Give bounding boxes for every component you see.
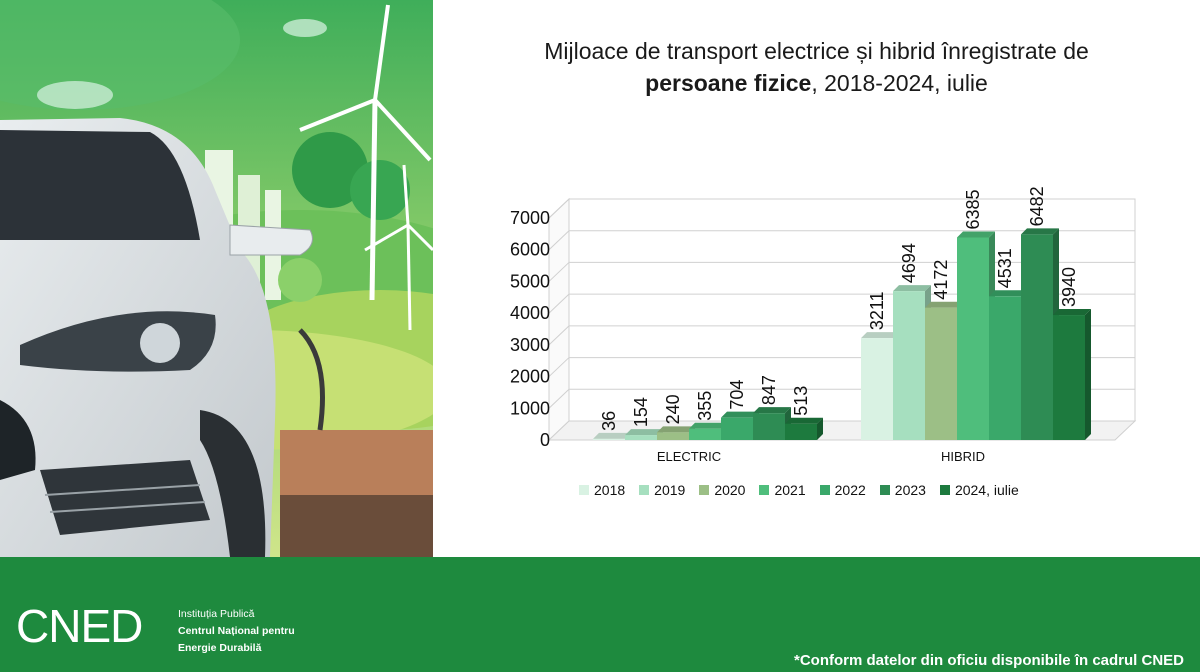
bar-hibrid-2020 [925, 307, 957, 440]
legend-label: 2022 [834, 482, 866, 498]
bar-top [925, 301, 963, 308]
gridline-side [548, 198, 570, 219]
y-tick-label: 6000 [510, 240, 550, 260]
source-note: *Conform datelor din oficiu disponibile … [793, 652, 1184, 669]
data-label: 4172 [931, 260, 951, 300]
footer-bar: CNED Instituția Publică Centrul Național… [0, 557, 1200, 672]
bar-top [957, 231, 995, 238]
data-label: 513 [791, 386, 811, 416]
y-tick-label: 4000 [510, 303, 550, 323]
data-label: 355 [695, 391, 715, 421]
bar-electric-2022 [721, 417, 753, 440]
gridline-side [548, 230, 570, 251]
logo-text: CNED [16, 602, 142, 652]
legend-swatch [939, 485, 950, 495]
bar-top [689, 422, 727, 429]
gridline-side [548, 325, 570, 346]
bar-side [1085, 309, 1091, 440]
chart-legend: 2018 2019 2020 2021 2022 2023 2024, iuli… [579, 482, 1019, 498]
ev-car-illustration [0, 0, 433, 557]
bar-side [817, 417, 823, 440]
y-tick-label: 0 [540, 430, 550, 450]
category-label-electric: ELECTRIC [657, 449, 721, 464]
legend-label: 2019 [654, 482, 686, 498]
gridline-side [548, 262, 570, 282]
legend-swatch [759, 485, 770, 495]
bar-top [1053, 309, 1091, 316]
category-label-hibrid: HIBRID [941, 449, 985, 464]
gridline-side [548, 357, 570, 377]
legend-label: 2021 [774, 482, 806, 498]
legend-item: 2024, iulie [939, 482, 1019, 498]
bar-top [721, 411, 759, 418]
gridline-side [548, 293, 570, 314]
bar-hibrid-2024 [1053, 315, 1085, 440]
institution-line1: Instituția Publică [178, 608, 255, 620]
bar-top [989, 290, 1027, 297]
bar-top [1021, 228, 1059, 235]
legend-item: 2019 [639, 482, 685, 498]
bar-top [657, 426, 695, 433]
bar-hibrid-2022 [989, 296, 1021, 440]
data-label: 6385 [963, 189, 983, 229]
y-tick-label: 3000 [510, 335, 550, 355]
legend-label: 2023 [894, 482, 926, 498]
y-tick-label: 5000 [510, 271, 550, 291]
legend-label: 2020 [714, 482, 746, 498]
y-tick-label: 7000 [510, 208, 550, 228]
legend-swatch [579, 485, 589, 495]
chart-title-rest: , 2018-2024, iulie [811, 70, 988, 96]
chart-title-line1: Mijloace de transport electrice și hibri… [544, 38, 1089, 64]
bar-hibrid-2019 [893, 291, 925, 440]
legend-swatch [699, 485, 710, 495]
side-wall [548, 197, 570, 442]
legend-item: 2020 [699, 482, 745, 498]
bar-top [861, 332, 899, 339]
bar-chart: 0 1000 2000 3000 4000 5000 6000 7000 36 154 240 35… [510, 186, 1137, 464]
legend-swatch [639, 485, 650, 495]
cned-logo: CNED [16, 602, 143, 652]
bar-top [753, 407, 791, 414]
institution-line2: Centrul Național pentru [178, 625, 295, 637]
legend-label: 2024, iulie [954, 482, 1019, 498]
bar-top [625, 429, 663, 436]
y-tick-label: 2000 [510, 367, 550, 387]
bar-hibrid-2023 [1021, 234, 1053, 440]
legend-swatch [819, 485, 830, 495]
data-label: 240 [663, 394, 683, 424]
bar-electric-2021 [689, 428, 721, 440]
data-label: 154 [631, 397, 651, 427]
data-label: 4531 [995, 248, 1015, 288]
institution-line3: Energie Durabilă [178, 642, 262, 654]
bar-electric-2019 [625, 435, 657, 440]
y-tick-label: 1000 [510, 398, 550, 418]
data-label: 4694 [899, 243, 919, 283]
legend-item: 2022 [819, 482, 866, 498]
legend-item: 2021 [759, 482, 806, 498]
bar-top [893, 285, 931, 292]
gridline-side [548, 388, 570, 409]
data-label: 704 [727, 380, 747, 410]
legend-swatch [879, 485, 890, 495]
bar-electric-2023 [753, 413, 785, 440]
bar-electric-2018 [593, 438, 625, 440]
hero-photo [0, 0, 433, 557]
bar-top [785, 417, 823, 424]
legend-item: 2018 [579, 482, 625, 498]
data-label: 36 [599, 411, 619, 431]
bar-hibrid-2018 [861, 338, 893, 440]
data-label: 847 [759, 375, 779, 405]
legend-label: 2018 [594, 482, 626, 498]
bar-hibrid-2021 [957, 237, 989, 440]
bar-top [593, 432, 631, 439]
bar-electric-2024 [785, 423, 817, 440]
legend-item: 2023 [879, 482, 926, 498]
bar-electric-2020 [657, 432, 689, 440]
chart-title-line2: persoane fizice, 2018-2024, iulie [433, 70, 1200, 97]
data-label: 3211 [867, 291, 887, 330]
data-label: 6482 [1027, 186, 1047, 226]
chart-title-bold: persoane fizice [645, 70, 812, 96]
chart-panel: Mijloace de transport electrice și hibri… [433, 0, 1200, 557]
data-label: 3940 [1059, 267, 1079, 307]
